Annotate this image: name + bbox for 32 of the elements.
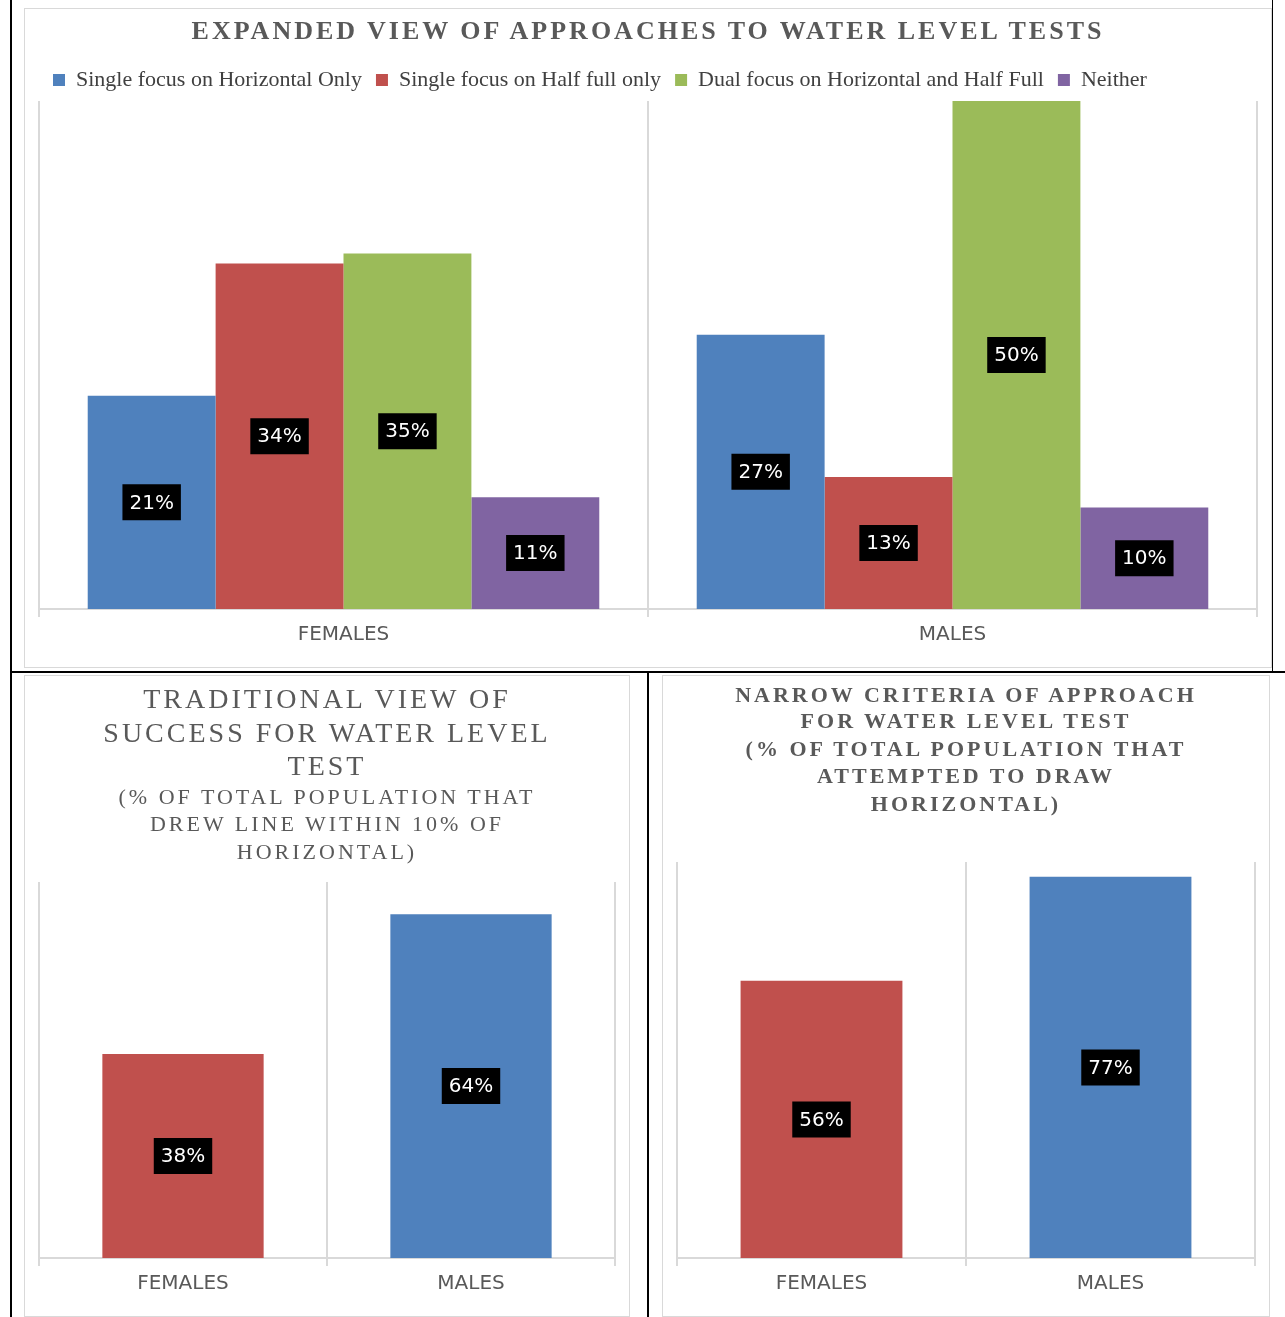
bar [87, 395, 216, 609]
legend-label: Neither [1080, 65, 1148, 91]
legend-label: Single focus on Horizontal Only [76, 65, 362, 91]
data-label: 35% [385, 418, 430, 443]
data-label: 11% [513, 540, 558, 565]
chart-title: TRADITIONAL VIEW OF SUCCESS FOR WATER LEVEL TEST [102, 682, 552, 783]
data-label: 77% [1088, 1054, 1133, 1079]
data-label: 21% [129, 489, 174, 514]
data-label: 50% [994, 342, 1039, 367]
data-label: 64% [448, 1073, 494, 1098]
chart-title: EXPANDED VIEW OF APPROACHES TO WATER LEVEL TESTS [190, 15, 1106, 47]
x-tick-label: MALES [437, 1270, 505, 1295]
x-tick-label: MALES [1076, 1270, 1145, 1295]
chart-title: NARROW CRITERIA OF APPROACH FOR WATER LEVEL TEST [734, 682, 1198, 735]
data-label: 34% [257, 423, 302, 448]
x-tick-label: FEMALES [297, 621, 390, 646]
bar [952, 101, 1081, 609]
chart-subtitle: (% OF TOTAL POPULATION THAT DREW LINE WITHIN 10% OF HORIZONTAL) [117, 782, 537, 866]
bar [343, 253, 472, 609]
bar [696, 334, 825, 609]
legend-label: Dual focus on Horizontal and Half Full [698, 65, 1044, 91]
legend-label: Single focus on Half full only [398, 65, 662, 91]
data-label: 38% [160, 1143, 206, 1168]
data-label: 27% [738, 459, 783, 484]
data-label: 56% [799, 1106, 844, 1131]
x-tick-label: FEMALES [137, 1270, 229, 1295]
x-tick-label: FEMALES [775, 1270, 868, 1295]
data-label: 10% [1122, 545, 1167, 570]
data-label: 13% [866, 530, 911, 555]
x-tick-label: MALES [918, 621, 987, 646]
bar [215, 263, 344, 609]
chart-subtitle: (% OF TOTAL POPULATION THAT ATTEMPTED TO DRAW HORIZONTAL) [744, 734, 1188, 818]
